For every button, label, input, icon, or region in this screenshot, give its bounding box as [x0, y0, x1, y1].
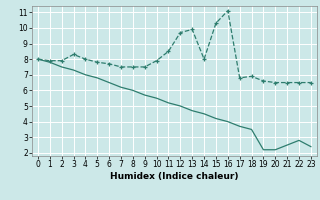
X-axis label: Humidex (Indice chaleur): Humidex (Indice chaleur): [110, 172, 239, 181]
